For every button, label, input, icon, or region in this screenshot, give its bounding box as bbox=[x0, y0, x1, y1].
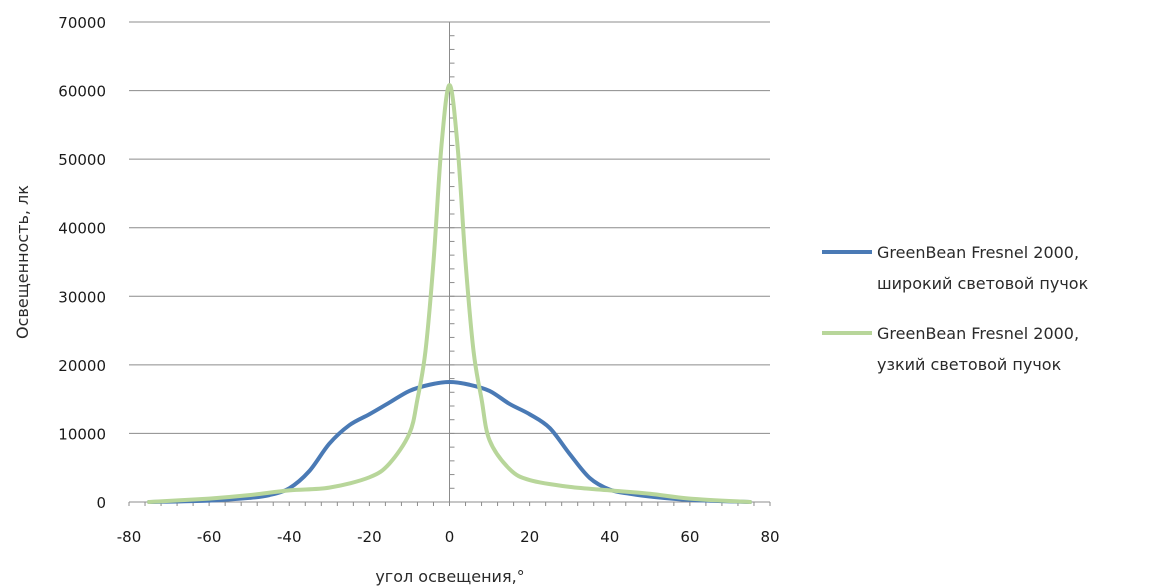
y-tick-label-40000: 40000 bbox=[58, 220, 106, 238]
x-tick-label-20: 20 bbox=[520, 528, 539, 546]
legend-label-narrow-line2: узкий световой пучок bbox=[877, 355, 1062, 374]
legend: GreenBean Fresnel 2000, широкий световой… bbox=[822, 243, 1089, 374]
y-tick-label-60000: 60000 bbox=[58, 83, 106, 101]
x-tick-label--80: -80 bbox=[117, 528, 142, 546]
x-tick-label-40: 40 bbox=[600, 528, 619, 546]
y-tick-label-70000: 70000 bbox=[58, 14, 106, 32]
x-tick-label--40: -40 bbox=[277, 528, 302, 546]
x-axis-title: угол освещения,° bbox=[375, 567, 524, 586]
x-tick-label-0: 0 bbox=[445, 528, 455, 546]
legend-label-wide-line2: широкий световой пучок bbox=[877, 274, 1089, 293]
grid-lines bbox=[128, 21, 771, 506]
x-tick-labels: -80 -60 -40 -20 0 20 40 60 80 bbox=[117, 528, 780, 546]
x-tick-label-80: 80 bbox=[760, 528, 779, 546]
x-tick-label--60: -60 bbox=[197, 528, 222, 546]
y-tick-labels: 0 10000 20000 30000 40000 50000 60000 70000 bbox=[58, 14, 106, 512]
y-tick-label-50000: 50000 bbox=[58, 151, 106, 169]
y-tick-label-0: 0 bbox=[96, 494, 106, 512]
legend-label-wide-line1: GreenBean Fresnel 2000, bbox=[877, 243, 1079, 262]
legend-label-narrow-line1: GreenBean Fresnel 2000, bbox=[877, 324, 1079, 343]
y-axis-title: Освещенность, лк bbox=[13, 185, 32, 339]
y-tick-label-30000: 30000 bbox=[58, 288, 106, 306]
y-tick-label-10000: 10000 bbox=[58, 425, 106, 443]
x-tick-label--20: -20 bbox=[357, 528, 382, 546]
series-lines bbox=[147, 83, 752, 504]
series-line-narrow-beam bbox=[147, 83, 752, 504]
x-tick-label-60: 60 bbox=[680, 528, 699, 546]
y-tick-label-20000: 20000 bbox=[58, 357, 106, 375]
